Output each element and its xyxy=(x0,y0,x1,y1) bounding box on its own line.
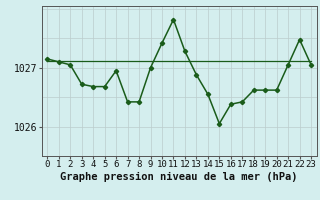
X-axis label: Graphe pression niveau de la mer (hPa): Graphe pression niveau de la mer (hPa) xyxy=(60,172,298,182)
